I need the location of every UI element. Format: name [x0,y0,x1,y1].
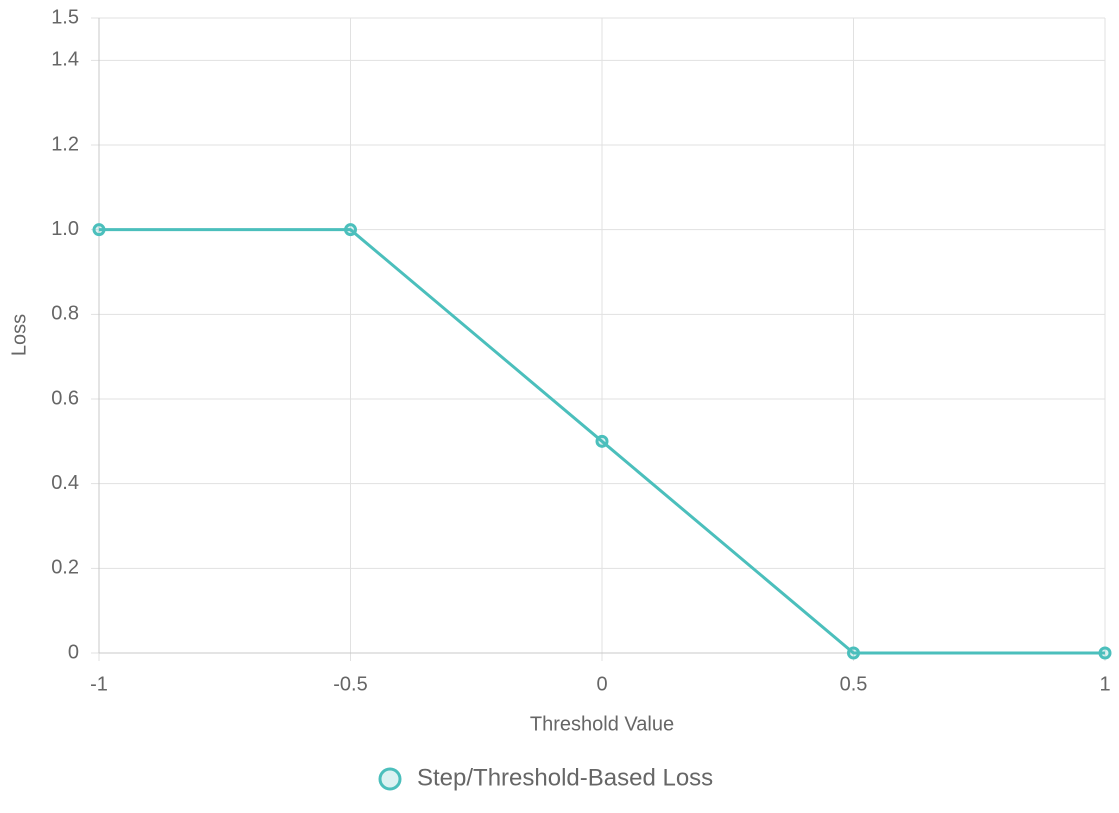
y-tick-label: 0.4 [51,472,79,494]
x-axis-label: Threshold Value [530,713,674,735]
x-tick-label: 1 [1099,673,1110,695]
y-axis-label: Loss [8,314,30,356]
y-tick-label: 1.4 [51,49,79,71]
y-tick-label: 1.0 [51,218,79,240]
data-point [344,223,357,237]
y-tick-label: 0 [68,641,79,663]
x-tick-label: -1 [90,673,108,695]
x-tick-label: 0 [596,673,607,695]
data-point [1098,646,1112,660]
legend-label: Step/Threshold-Based Loss [417,764,713,791]
y-tick-label: 1.5 [51,6,79,28]
data-point [92,223,106,237]
data-point [847,646,860,660]
x-tick-label: -0.5 [333,673,367,695]
legend-marker [378,767,402,791]
y-tick-label: 0.8 [51,303,79,325]
x-tick-label: 0.5 [840,673,868,695]
y-tick-label: 1.2 [51,133,79,155]
series-line [99,228,1105,655]
y-tick-label: 0.6 [51,387,79,409]
data-point [595,434,609,448]
y-tick-label: 0.2 [51,557,79,579]
